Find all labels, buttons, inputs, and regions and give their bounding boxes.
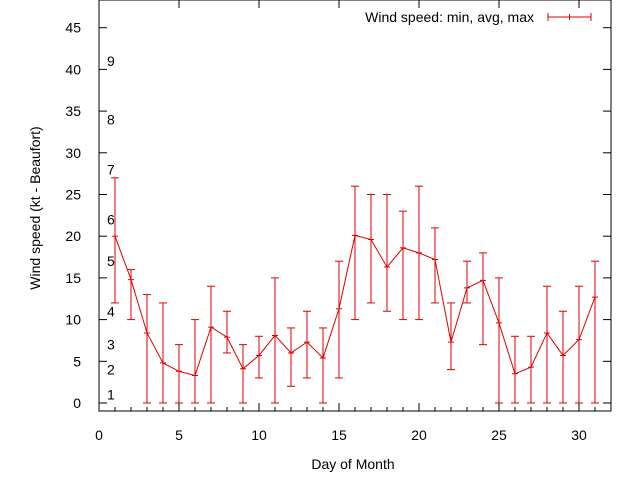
legend-label: Wind speed: min, avg, max bbox=[365, 9, 534, 25]
beaufort-label: 9 bbox=[107, 53, 115, 69]
data-point bbox=[336, 305, 342, 312]
x-tick-label: 15 bbox=[331, 427, 347, 443]
y-tick-label: 20 bbox=[65, 228, 81, 244]
x-tick-label: 20 bbox=[411, 427, 427, 443]
y-tick-label: 25 bbox=[65, 187, 81, 203]
y-tick-label: 0 bbox=[73, 395, 81, 411]
data-point bbox=[304, 339, 310, 346]
y-tick-label: 40 bbox=[65, 61, 81, 77]
legend: Wind speed: min, avg, max bbox=[365, 9, 592, 25]
data-point bbox=[160, 359, 166, 366]
y-tick-label: 15 bbox=[65, 270, 81, 286]
y-axis-label: Wind speed (kt - Beaufort) bbox=[27, 126, 43, 289]
data-point bbox=[256, 352, 262, 359]
data-point bbox=[384, 264, 390, 271]
beaufort-label: 5 bbox=[107, 253, 115, 269]
data-point bbox=[400, 244, 406, 251]
data-point bbox=[544, 329, 550, 336]
data-point bbox=[512, 370, 518, 377]
data-point bbox=[176, 368, 182, 375]
data-point bbox=[288, 349, 294, 356]
x-tick-label: 30 bbox=[571, 427, 587, 443]
data-point bbox=[528, 364, 534, 371]
beaufort-label: 7 bbox=[107, 161, 115, 177]
beaufort-label: 4 bbox=[107, 303, 115, 319]
beaufort-label: 8 bbox=[107, 111, 115, 127]
beaufort-scale: 1 2 3 4 5 6 7 8 9 bbox=[107, 53, 115, 403]
y-tick-label: 10 bbox=[65, 312, 81, 328]
data-point bbox=[112, 233, 118, 240]
x-tick-label: 5 bbox=[175, 427, 183, 443]
data-point bbox=[576, 336, 582, 343]
data-point bbox=[480, 277, 486, 284]
x-tick-label: 10 bbox=[251, 427, 267, 443]
data-point bbox=[224, 334, 230, 341]
data-point bbox=[128, 276, 134, 283]
y-tick-label: 5 bbox=[73, 353, 81, 369]
data-point bbox=[272, 332, 278, 339]
x-tick-label: 25 bbox=[491, 427, 507, 443]
x-axis: 0 5 10 15 20 25 30 bbox=[95, 0, 596, 443]
beaufort-label: 1 bbox=[107, 387, 115, 403]
x-axis-label: Day of Month bbox=[311, 456, 394, 472]
beaufort-label: 6 bbox=[107, 212, 115, 228]
y-tick-label: 45 bbox=[65, 20, 81, 36]
data-point bbox=[464, 284, 470, 291]
data-point bbox=[352, 232, 358, 239]
data-point bbox=[320, 354, 326, 361]
data-point bbox=[432, 256, 438, 263]
data-point bbox=[208, 324, 214, 331]
data-point bbox=[192, 372, 198, 379]
x-tick-label: 0 bbox=[95, 427, 103, 443]
data-points bbox=[112, 232, 598, 379]
data-point bbox=[592, 294, 598, 301]
data-point bbox=[560, 352, 566, 359]
legend-sample bbox=[547, 13, 592, 21]
beaufort-label: 3 bbox=[107, 337, 115, 353]
data-point bbox=[496, 319, 502, 326]
beaufort-label: 2 bbox=[107, 362, 115, 378]
y-tick-label: 30 bbox=[65, 145, 81, 161]
data-point bbox=[448, 339, 454, 346]
y-tick-label: 35 bbox=[65, 103, 81, 119]
data-point bbox=[240, 365, 246, 372]
data-point bbox=[144, 329, 150, 336]
data-point bbox=[368, 236, 374, 243]
data-point bbox=[416, 249, 422, 256]
